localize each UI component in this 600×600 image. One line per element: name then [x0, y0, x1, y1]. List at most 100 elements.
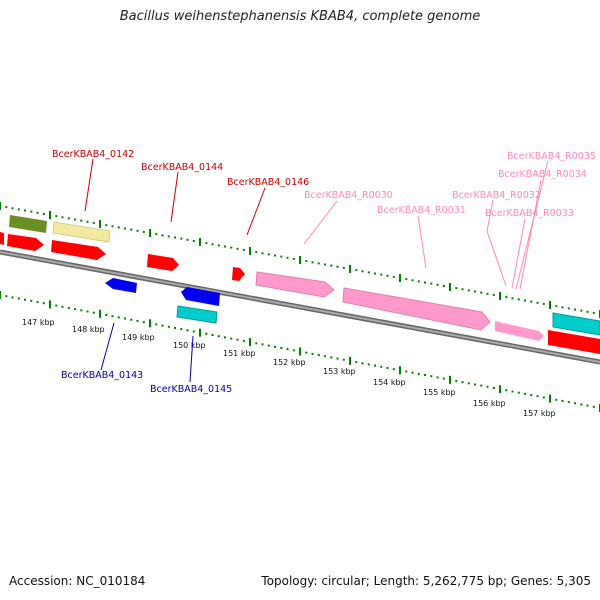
tick-minor	[155, 323, 158, 326]
tick-minor	[542, 396, 545, 399]
tick-minor	[11, 207, 14, 210]
tick-minor	[386, 274, 389, 277]
gene-label-R0035: BcerKBAB4_R0035	[507, 151, 596, 162]
tick-minor	[192, 330, 195, 333]
tick-minor	[480, 384, 483, 387]
tick-minor	[480, 291, 483, 294]
cds-forward-0141	[7, 234, 44, 251]
cds-forward-0142	[51, 240, 106, 260]
tick-minor	[542, 302, 545, 305]
inner-tick-ring	[0, 291, 600, 412]
tick-minor	[517, 391, 520, 394]
tick-minor	[167, 325, 170, 328]
tick-minor	[105, 224, 108, 227]
cds-reverse-0145	[181, 287, 220, 306]
tick-minor	[467, 382, 470, 385]
tick-minor	[405, 370, 408, 373]
tick-minor	[580, 309, 583, 312]
scale-label: 156 kbp	[473, 399, 506, 408]
tick-minor	[430, 375, 433, 378]
tick-minor	[311, 261, 314, 264]
tick-minor	[311, 352, 314, 355]
tick-minor	[511, 390, 514, 393]
tick-minor	[530, 300, 533, 303]
tick-minor	[242, 339, 245, 342]
tick-minor	[505, 296, 508, 299]
tick-minor	[305, 260, 308, 263]
tick-minor	[161, 324, 164, 327]
tick-minor	[92, 311, 95, 314]
tick-minor	[342, 266, 345, 269]
tick-minor	[536, 395, 539, 398]
gene-label-R0034: BcerKBAB4_R0034	[498, 169, 587, 180]
tick-minor	[524, 392, 526, 395]
tick-minor	[405, 278, 408, 281]
cds-forward-right	[548, 330, 600, 354]
tick-minor	[486, 385, 489, 388]
tick-major	[349, 356, 351, 365]
tick-minor	[336, 265, 339, 268]
tick-minor	[117, 316, 120, 319]
tick-minor	[280, 347, 283, 349]
tick-minor	[217, 335, 220, 338]
tick-minor	[330, 264, 333, 267]
tick-major	[399, 274, 401, 282]
tick-minor	[536, 301, 539, 304]
tick-minor	[174, 327, 176, 329]
tick-minor	[205, 332, 208, 335]
tick-minor	[180, 328, 183, 331]
tick-minor	[342, 358, 345, 361]
scale-label: 149 kbp	[122, 333, 155, 342]
tick-minor	[474, 290, 476, 293]
tick-minor	[124, 317, 126, 320]
tick-minor	[292, 257, 295, 260]
tick-minor	[230, 246, 233, 249]
tick-major	[299, 347, 301, 356]
tick-minor	[380, 365, 383, 368]
tick-minor	[505, 389, 508, 392]
tick-minor	[236, 247, 239, 250]
tick-minor	[186, 238, 189, 241]
tick-minor	[74, 308, 76, 311]
tick-minor	[355, 361, 358, 364]
tick-minor	[392, 275, 395, 278]
tick-minor	[67, 306, 70, 309]
tick-minor	[42, 212, 45, 215]
tick-minor	[455, 379, 458, 382]
tick-minor	[461, 288, 464, 291]
tick-minor	[17, 208, 20, 211]
gene-label-0142: BcerKBAB4_0142	[52, 149, 134, 160]
rna-labels: BcerKBAB4_R0030 BcerKBAB4_R0031 BcerKBAB…	[303, 151, 596, 290]
tick-minor	[392, 368, 395, 371]
tick-minor	[186, 329, 189, 332]
gene-label-R0032: BcerKBAB4_R0032	[452, 190, 541, 201]
tick-minor	[117, 226, 120, 229]
tick-minor	[130, 228, 133, 231]
tick-minor	[286, 348, 289, 351]
tick-minor	[580, 403, 583, 406]
cds-forward-0144	[147, 254, 179, 271]
tick-minor	[274, 254, 276, 257]
tick-minor	[211, 334, 214, 336]
tick-minor	[436, 376, 439, 379]
tick-major	[449, 283, 451, 291]
scale-label: 153 kbp	[323, 367, 356, 376]
tick-major	[249, 247, 251, 255]
tick-minor	[136, 319, 139, 322]
tick-minor	[111, 225, 114, 228]
tick-minor	[367, 271, 370, 274]
tick-minor	[261, 252, 264, 255]
tick-minor	[92, 221, 95, 224]
tick-minor	[61, 216, 64, 219]
tick-minor	[374, 364, 376, 367]
tick-minor	[267, 344, 270, 347]
tick-minor	[111, 315, 114, 318]
tick-minor	[155, 233, 158, 236]
tick-minor	[555, 305, 558, 308]
tick-minor	[267, 253, 270, 256]
tick-minor	[592, 405, 595, 408]
tick-minor	[574, 402, 576, 405]
tick-minor	[36, 211, 39, 214]
tick-major	[149, 319, 151, 328]
scale-label: 152 kbp	[273, 358, 306, 367]
